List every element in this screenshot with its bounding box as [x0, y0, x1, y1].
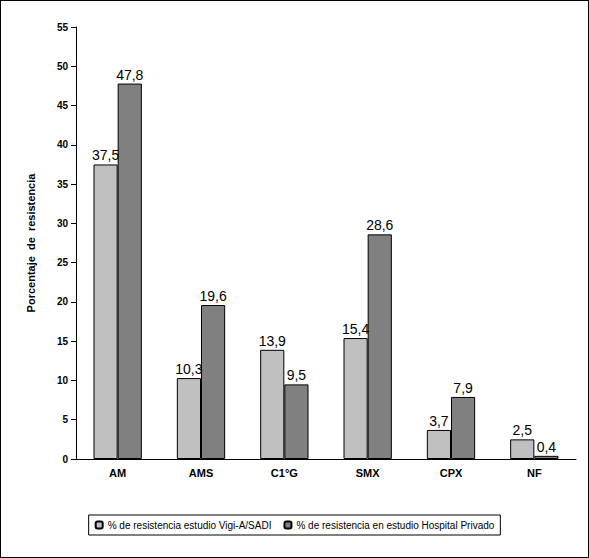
svg-text:9,5: 9,5 — [287, 367, 307, 383]
svg-text:3,7: 3,7 — [429, 413, 449, 429]
svg-text:Porcentaje de resistencia: Porcentaje de resistencia — [25, 173, 37, 313]
svg-text:10: 10 — [57, 375, 69, 386]
svg-text:37,5: 37,5 — [92, 147, 119, 163]
svg-text:% de resistencia estudio Vigi-: % de resistencia estudio Vigi-A/SADI — [108, 520, 272, 531]
svg-text:15,4: 15,4 — [342, 321, 369, 337]
svg-text:13,9: 13,9 — [259, 333, 286, 349]
svg-text:7,9: 7,9 — [453, 380, 473, 396]
svg-text:AM: AM — [109, 467, 126, 479]
svg-text:AMS: AMS — [189, 467, 213, 479]
svg-text:20: 20 — [57, 296, 69, 307]
svg-text:15: 15 — [57, 336, 69, 347]
svg-text:CPX: CPX — [440, 467, 463, 479]
svg-text:5: 5 — [62, 414, 68, 425]
svg-text:47,8: 47,8 — [116, 67, 143, 83]
svg-text:19,6: 19,6 — [199, 288, 226, 304]
svg-text:SMX: SMX — [356, 467, 381, 479]
svg-text:40: 40 — [57, 139, 69, 150]
svg-text:25: 25 — [57, 257, 69, 268]
svg-text:C1°G: C1°G — [271, 467, 298, 479]
svg-text:28,6: 28,6 — [366, 217, 393, 233]
svg-text:2,5: 2,5 — [513, 422, 533, 438]
svg-text:50: 50 — [57, 61, 69, 72]
svg-text:NF: NF — [527, 467, 542, 479]
svg-text:35: 35 — [57, 179, 69, 190]
svg-text:30: 30 — [57, 218, 69, 229]
svg-text:45: 45 — [57, 100, 69, 111]
svg-text:55: 55 — [57, 22, 69, 33]
svg-text:0: 0 — [62, 454, 68, 465]
svg-text:% de resistencia en estudio Ho: % de resistencia en estudio Hospital Pri… — [296, 520, 494, 531]
svg-text:0,4: 0,4 — [537, 439, 557, 455]
svg-text:10,3: 10,3 — [175, 361, 202, 377]
